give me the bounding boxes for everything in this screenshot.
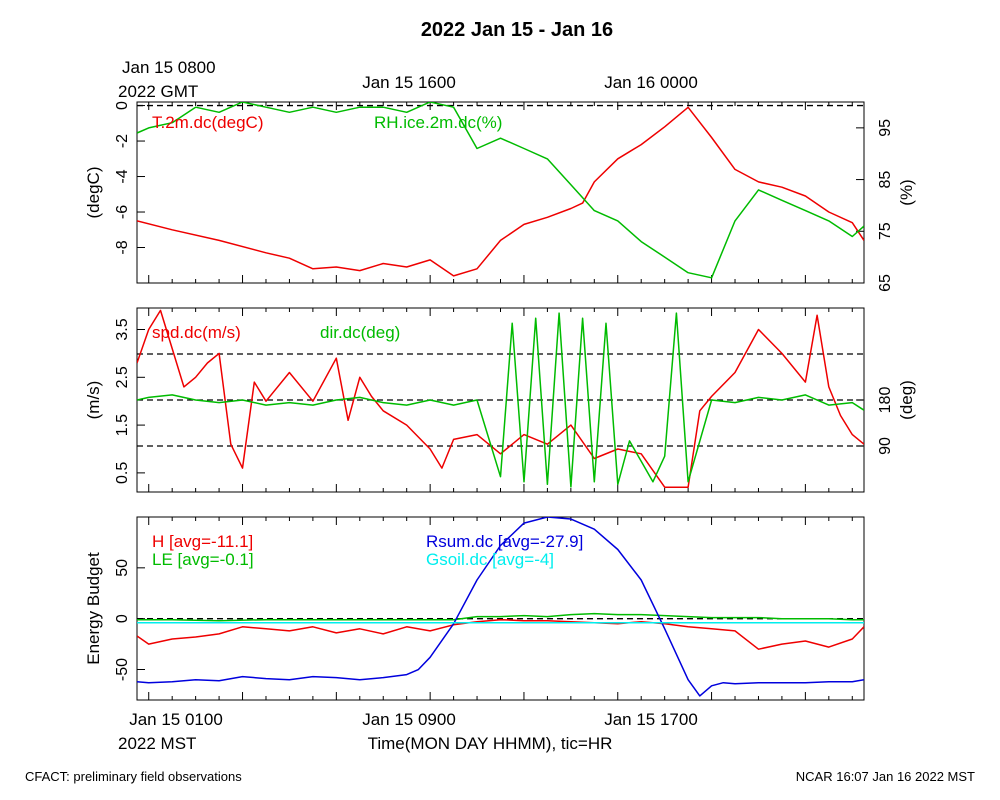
- top-axis-tick-label-1600: Jan 15 1600: [362, 73, 456, 92]
- wind-right-tick-label: 180: [877, 387, 894, 414]
- energy-budget-legend-gsoil-dc: Gsoil.dc [avg=-4]: [426, 550, 554, 569]
- bottom-axis-tick-label-0900: Jan 15 0900: [362, 710, 456, 729]
- wind-left-tick-label: 1.5: [114, 414, 131, 436]
- bottom-axis-tick-label-1700: Jan 15 1700: [604, 710, 698, 729]
- energy-budget-series-rsum-dc: [137, 517, 864, 697]
- wind-panel: 0.5 1.5 2.5 3.5 (m/s) 90 180 (deg) spd.dc(m/s) di…: [84, 307, 916, 493]
- top-axis-date-line2: 2022 GMT: [118, 82, 198, 101]
- energy-budget-legend-h: H [avg=-11.1]: [152, 532, 253, 551]
- top-axis-tick-label-0000: Jan 16 0000: [604, 73, 698, 92]
- temperature-humidity-left-tick-label: 0: [114, 101, 131, 110]
- temperature-humidity-right-tick-label: 65: [877, 274, 894, 292]
- energy-budget-left-axis-label: Energy Budget: [84, 552, 103, 665]
- temperature-humidity-right-tick-label: 95: [877, 119, 894, 137]
- wind-left-tick-label: 2.5: [114, 366, 131, 388]
- temperature-humidity-right-tick-label: 85: [877, 171, 894, 189]
- footer-right-text: NCAR 16:07 Jan 16 2022 MST: [796, 769, 975, 784]
- temperature-humidity-left-tick-label: -8: [114, 240, 131, 254]
- wind-right-tick-label: 90: [877, 437, 894, 455]
- footer-left-text: CFACT: preliminary field observations: [25, 769, 242, 784]
- temperature-humidity-left-tick-label: -4: [114, 169, 131, 183]
- temperature-humidity-right-axis-label: (%): [897, 179, 916, 205]
- energy-budget-series-h: [137, 618, 864, 650]
- energy-budget-left-tick-label: 50: [114, 559, 131, 577]
- temperature-humidity-legend-rh-ice-2m-dc: RH.ice.2m.dc(%): [374, 113, 502, 132]
- bottom-axis-tick-label-0100: Jan 15 0100: [129, 710, 223, 729]
- wind-legend-spd-dc-m-s: spd.dc(m/s): [152, 323, 241, 342]
- temperature-humidity-legend-t-2m-dc-degc: T.2m.dc(degC): [152, 113, 263, 132]
- wind-series-spd-dc-m-s: [137, 309, 864, 488]
- bottom-axis-year-label: 2022 MST: [118, 734, 196, 753]
- temperature-humidity-series-t-2m-dc-degc: [137, 106, 864, 277]
- energy-budget-series-le: [137, 612, 864, 622]
- energy-budget-legend-le: LE [avg=-0.1]: [152, 550, 254, 569]
- energy-budget-panel: -50 0 50 Energy Budget H [avg=-11.1]LE [avg=…: [84, 516, 865, 701]
- wind-legend-dir-dc-deg: dir.dc(deg): [320, 323, 400, 342]
- wind-series-dir-dc-deg: [137, 312, 864, 488]
- temperature-humidity-series-rh-ice-2m-dc: [137, 102, 864, 279]
- temperature-humidity-left-tick-label: -2: [114, 134, 131, 148]
- wind-right-axis-label: (deg): [897, 380, 916, 420]
- energy-budget-left-tick-label: -50: [114, 658, 131, 681]
- wind-left-axis-label: (m/s): [84, 381, 103, 420]
- energy-budget-left-tick-label: 0: [114, 614, 131, 623]
- temperature-humidity-right-tick-label: 75: [877, 222, 894, 240]
- top-axis-date-line1: Jan 15 0800: [122, 58, 216, 77]
- x-axis-label: Time(MON DAY HHMM), tic=HR: [368, 734, 613, 753]
- energy-budget-legend-rsum-dc: Rsum.dc [avg=-27.9]: [426, 532, 583, 551]
- wind-left-tick-label: 0.5: [114, 462, 131, 484]
- chart-title: 2022 Jan 15 - Jan 16: [421, 19, 613, 41]
- temperature-humidity-panel: 0 -2 -4 -6 -8 (degC) 65 75 85 95 (%) T.2m.dc(degC) R…: [84, 101, 916, 292]
- wind-left-tick-label: 3.5: [114, 318, 131, 340]
- temperature-humidity-left-axis-label: (degC): [84, 167, 103, 219]
- temperature-humidity-left-tick-label: -6: [114, 205, 131, 219]
